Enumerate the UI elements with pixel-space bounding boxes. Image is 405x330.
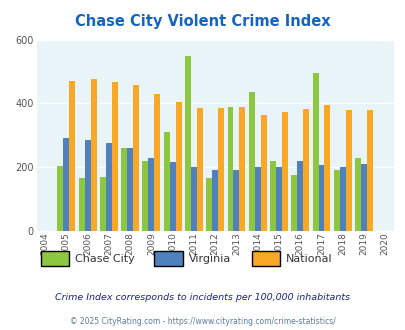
- Bar: [275, 167, 281, 231]
- Bar: [100, 177, 106, 231]
- Bar: [190, 167, 196, 231]
- Bar: [121, 148, 127, 231]
- Bar: [111, 82, 117, 231]
- Bar: [106, 143, 111, 231]
- Bar: [69, 81, 75, 231]
- Bar: [127, 148, 133, 231]
- Bar: [79, 178, 84, 231]
- Bar: [318, 165, 324, 231]
- Bar: [360, 164, 366, 231]
- Bar: [339, 167, 345, 231]
- Bar: [227, 107, 233, 231]
- Bar: [303, 109, 309, 231]
- Bar: [291, 175, 296, 231]
- Bar: [239, 107, 245, 231]
- Bar: [148, 158, 154, 231]
- Text: Chase City Violent Crime Index: Chase City Violent Crime Index: [75, 14, 330, 29]
- Bar: [142, 161, 148, 231]
- Bar: [57, 166, 63, 231]
- Text: National: National: [286, 254, 332, 264]
- Bar: [345, 110, 351, 231]
- Bar: [281, 112, 287, 231]
- Text: Crime Index corresponds to incidents per 100,000 inhabitants: Crime Index corresponds to incidents per…: [55, 292, 350, 302]
- Bar: [163, 132, 169, 231]
- Bar: [84, 140, 90, 231]
- Text: © 2025 CityRating.com - https://www.cityrating.com/crime-statistics/: © 2025 CityRating.com - https://www.city…: [70, 317, 335, 326]
- Bar: [206, 178, 212, 231]
- Bar: [269, 161, 275, 231]
- Bar: [333, 170, 339, 231]
- Bar: [175, 102, 181, 231]
- Text: Chase City: Chase City: [75, 254, 134, 264]
- Bar: [63, 139, 69, 231]
- Bar: [366, 110, 372, 231]
- Bar: [260, 115, 266, 231]
- Bar: [248, 92, 254, 231]
- Bar: [212, 170, 217, 231]
- Bar: [354, 158, 360, 231]
- Bar: [324, 105, 330, 231]
- Bar: [185, 56, 190, 231]
- Bar: [296, 161, 303, 231]
- Bar: [312, 73, 318, 231]
- Bar: [133, 85, 139, 231]
- Bar: [217, 108, 224, 231]
- Bar: [254, 167, 260, 231]
- Bar: [154, 94, 160, 231]
- Bar: [196, 108, 202, 231]
- Bar: [90, 80, 96, 231]
- Bar: [233, 170, 239, 231]
- Text: Virginia: Virginia: [188, 254, 230, 264]
- Bar: [169, 162, 175, 231]
